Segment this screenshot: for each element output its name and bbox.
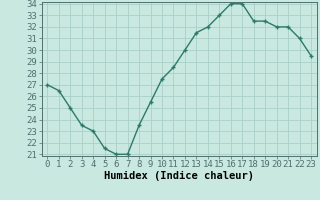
X-axis label: Humidex (Indice chaleur): Humidex (Indice chaleur) — [104, 171, 254, 181]
